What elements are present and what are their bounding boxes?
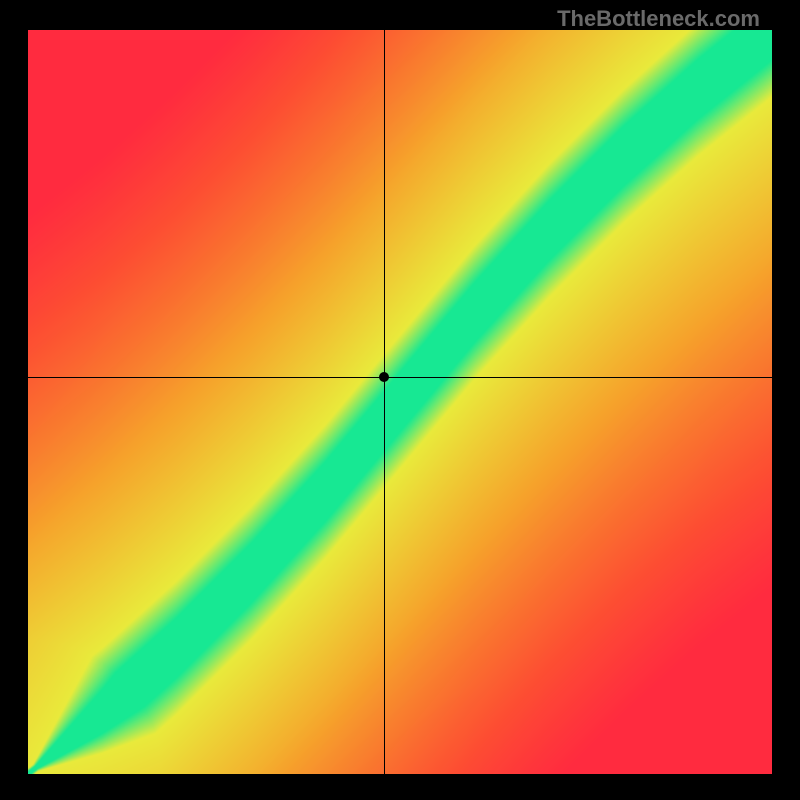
crosshair-horizontal bbox=[28, 377, 772, 378]
crosshair-vertical bbox=[384, 30, 385, 774]
heatmap-plot bbox=[28, 30, 772, 774]
source-watermark: TheBottleneck.com bbox=[557, 6, 760, 32]
chart-container: TheBottleneck.com bbox=[0, 0, 800, 800]
crosshair-marker bbox=[379, 372, 389, 382]
heatmap-canvas bbox=[28, 30, 772, 774]
